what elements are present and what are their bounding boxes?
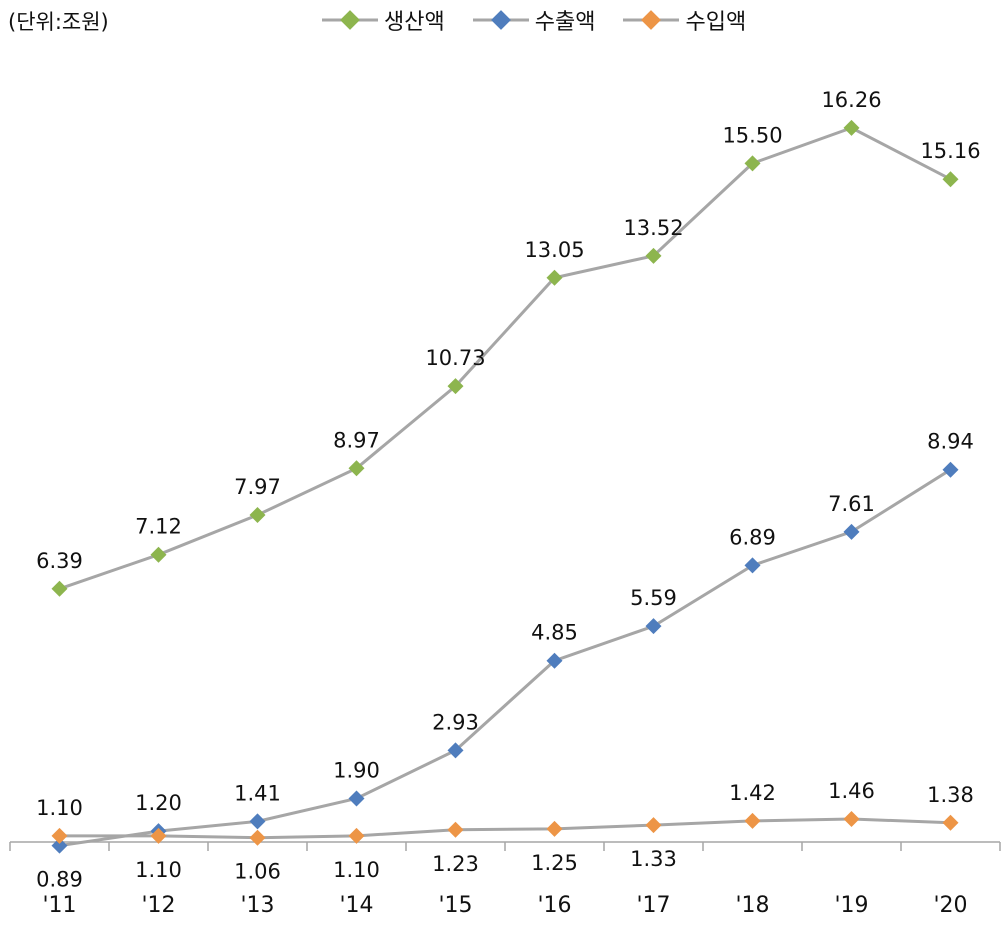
x-tick-label: '13 [240, 893, 274, 918]
series-line [59, 817, 951, 840]
data-label: 7.61 [828, 492, 875, 516]
data-point [645, 247, 662, 264]
data-point [744, 557, 761, 574]
data-point [942, 814, 959, 831]
data-point [744, 155, 761, 172]
data-label: 6.39 [36, 549, 83, 573]
data-label: 1.42 [729, 781, 776, 805]
x-tick-label: '11 [42, 893, 76, 918]
x-tick-label: '18 [735, 893, 769, 918]
data-point [843, 811, 860, 828]
data-label: 8.94 [927, 430, 974, 454]
data-label: 7.97 [234, 475, 281, 499]
data-label: 13.52 [623, 216, 683, 240]
legend: 생산액 수출액 수입액 [320, 4, 746, 36]
legend-label-export: 수출액 [534, 10, 596, 35]
data-point [348, 790, 365, 807]
data-point [348, 827, 365, 844]
data-point [51, 837, 68, 854]
data-point [348, 460, 365, 477]
data-point [249, 507, 266, 524]
data-point [249, 813, 266, 830]
data-label: 1.38 [927, 783, 974, 807]
data-point [546, 652, 563, 669]
data-label: 0.89 [36, 868, 83, 892]
legend-label-production: 생산액 [384, 10, 445, 35]
data-point [51, 827, 68, 844]
data-point [645, 817, 662, 834]
data-label: 1.41 [234, 781, 281, 805]
legend-label-import: 수입액 [685, 10, 747, 35]
data-point [447, 378, 464, 395]
data-label: 15.50 [722, 123, 782, 147]
legend-item-production: 생산액 [320, 4, 445, 36]
data-label: 1.25 [531, 851, 578, 875]
data-point [150, 546, 167, 563]
x-tick-label: '17 [636, 893, 670, 918]
data-label: 1.23 [432, 852, 479, 876]
data-point [645, 618, 662, 635]
data-label: 1.10 [333, 858, 380, 882]
legend-diamond-export [490, 10, 511, 30]
data-point [744, 812, 761, 829]
x-tick-label: '19 [834, 893, 868, 918]
data-label: 1.46 [828, 779, 875, 803]
data-label: 1.06 [234, 860, 281, 884]
data-label: 4.85 [531, 621, 578, 645]
data-label: 6.89 [729, 525, 776, 549]
series-line [59, 126, 952, 591]
data-label: 1.90 [333, 758, 380, 782]
data-label: 1.20 [135, 791, 182, 815]
data-label: 2.93 [432, 710, 479, 734]
legend-item-export: 수출액 [471, 4, 596, 36]
data-label: 7.12 [135, 515, 182, 539]
data-point [843, 119, 860, 136]
data-label: 5.59 [630, 586, 677, 610]
x-tick-label: '20 [933, 893, 967, 918]
x-tick-label: '14 [339, 893, 373, 918]
data-point [843, 523, 860, 540]
data-point [249, 829, 266, 846]
data-point [51, 580, 68, 597]
data-point [546, 820, 563, 837]
data-point [447, 742, 464, 759]
legend-marker-production [322, 10, 378, 30]
data-point [546, 269, 563, 286]
unit-label: (단위:조원) [8, 10, 109, 34]
data-point [150, 827, 167, 844]
data-label: 10.73 [425, 346, 485, 370]
data-label: 13.05 [524, 238, 584, 262]
data-label: 15.16 [920, 139, 980, 163]
data-point [942, 171, 959, 188]
legend-item-import: 수입액 [621, 4, 746, 36]
data-label: 1.10 [36, 796, 83, 820]
legend-diamond-production [340, 10, 360, 30]
data-label: 8.97 [333, 428, 380, 452]
data-label: 16.26 [821, 88, 881, 112]
x-tick-label: '15 [438, 893, 472, 918]
legend-marker-export [472, 10, 529, 30]
data-label: 1.10 [135, 858, 182, 882]
x-tick-label: '16 [537, 893, 571, 918]
x-tick-label: '12 [141, 893, 175, 918]
series-line [59, 468, 952, 848]
legend-marker-import [623, 10, 680, 30]
data-label: 1.33 [630, 847, 677, 871]
data-point [447, 821, 464, 838]
data-point [942, 461, 959, 478]
